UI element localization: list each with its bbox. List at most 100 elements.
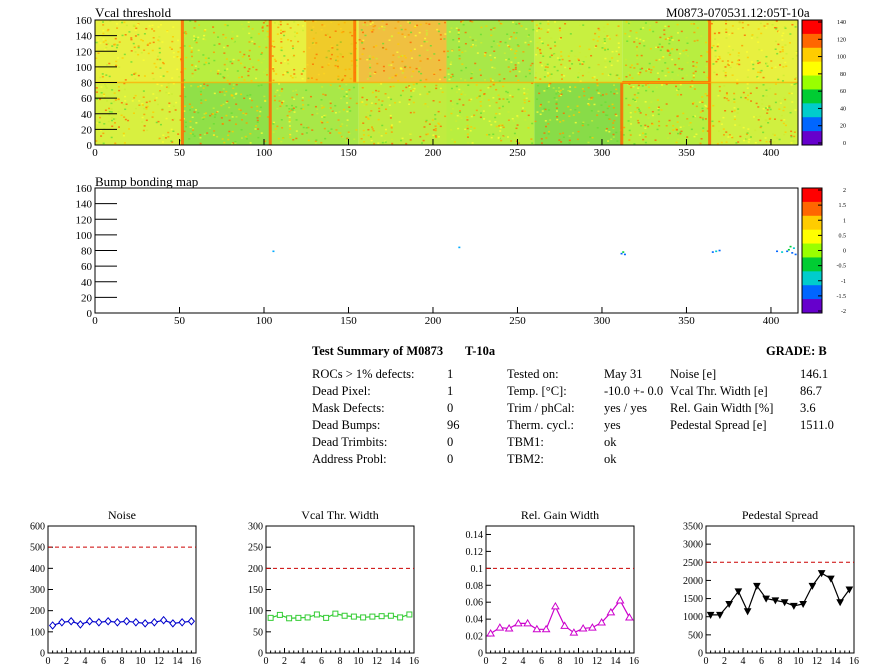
data-point: [323, 614, 330, 621]
x-tick-label: 6: [539, 656, 544, 667]
summary-label: Dead Trimbits:: [312, 435, 388, 449]
palette-label: 80: [840, 72, 846, 78]
palette-label: 20: [840, 124, 846, 130]
x-tick-label: 16: [849, 656, 859, 667]
summary-label: Tested on:: [507, 367, 559, 381]
vcal-threshold-map: 0 50 100 150 200 250 300 350 4000204060801001201…: [76, 15, 847, 159]
data-point: [504, 623, 514, 632]
x-tick-label: 12: [154, 656, 164, 667]
data-point: [332, 610, 339, 617]
data-point: [178, 618, 186, 627]
y-tick-label: 60: [81, 93, 93, 105]
data-point: [560, 621, 569, 629]
data-point: [122, 616, 131, 626]
y-tick-label: 140: [76, 199, 93, 211]
x-tick-label: 8: [120, 656, 125, 667]
y-tick-label: 0.08: [466, 581, 484, 592]
summary-label: Vcal Thr. Width [e]: [670, 384, 768, 398]
data-point: [276, 611, 283, 618]
data-point: [780, 599, 789, 607]
series-line: [490, 599, 630, 635]
chart-frame: [705, 525, 855, 654]
palette-label: 60: [840, 89, 846, 95]
x-tick-label: 0: [704, 656, 709, 667]
x-tick-label: 4: [83, 656, 88, 667]
x-tick-label: 12: [812, 656, 822, 667]
defect-pixel: [458, 246, 461, 249]
x-tick-label: 16: [409, 656, 419, 667]
data-point: [532, 624, 542, 633]
palette-label: 100: [837, 55, 846, 61]
x-tick-label: 0: [92, 147, 98, 159]
data-point: [387, 612, 394, 619]
x-tick-label: 16: [629, 656, 639, 667]
defect-pixel: [711, 251, 714, 253]
summary-value: ok: [604, 452, 617, 466]
data-point: [378, 613, 385, 620]
x-tick-label: 50: [174, 315, 186, 327]
summary-label: Address Probl:: [312, 452, 387, 466]
palette-label: -1: [841, 279, 846, 285]
summary-value: 146.1: [800, 367, 829, 381]
x-tick-label: 250: [509, 315, 526, 327]
data-point: [716, 611, 724, 619]
x-tick-label: 400: [763, 147, 780, 159]
y-tick-label: 20: [81, 124, 93, 136]
x-tick-label: 2: [722, 656, 727, 667]
chart-3: Pedestal Spread 0 2 4 6 8 10 12 14 16 0 500 1000 1500…: [683, 508, 859, 667]
palette-label: 1.5: [839, 203, 847, 209]
x-tick-label: 4: [741, 656, 746, 667]
chart-frame: [265, 525, 415, 654]
x-tick-label: 100: [256, 147, 273, 159]
x-tick-label: 14: [831, 656, 841, 667]
x-tick-label: 350: [678, 315, 695, 327]
palette-label: 0.5: [839, 233, 847, 239]
y-tick-label: 300: [30, 585, 45, 596]
bump-bonding-title: Bump bonding map: [95, 174, 199, 189]
bump-bonding-map: 0 50 100 150 200 250 300 350 4000204060801001201…: [76, 183, 847, 327]
data-point: [541, 624, 551, 633]
data-point: [734, 588, 743, 596]
data-point: [313, 611, 320, 618]
summary-label: Temp. [°C]:: [507, 384, 567, 398]
y-tick-label: 0.14: [466, 530, 484, 541]
defect-pixel: [715, 250, 718, 253]
y-tick-label: 80: [81, 246, 93, 258]
defect-pixel: [786, 250, 789, 253]
chart-frame: [47, 525, 197, 654]
y-tick-label: 600: [30, 522, 45, 533]
defect-pixel: [272, 250, 275, 253]
summary-title: Test Summary of M0873: [312, 344, 444, 358]
data-point: [569, 628, 579, 636]
y-tick-label: 20: [81, 292, 93, 304]
x-tick-label: 400: [763, 315, 780, 327]
defect-pixel: [792, 247, 795, 249]
y-tick-label: 2500: [683, 558, 703, 569]
vcal-map-axes: 0 50 100 150 200 250 300 350 400 0 20 40 60 80 100 120 1…: [76, 15, 780, 159]
x-tick-label: 150: [340, 315, 357, 327]
summary-label: TBM2:: [507, 452, 544, 466]
bump-map-cells: [272, 245, 797, 256]
x-tick-label: 12: [372, 656, 382, 667]
summary-label: Trim / phCal:: [507, 401, 575, 415]
data-point: [350, 613, 357, 620]
y-tick-label: 160: [76, 15, 93, 27]
y-tick-label: 0.02: [466, 632, 484, 643]
chart-title: Noise: [108, 508, 136, 522]
defect-pixel: [620, 252, 623, 255]
summary-label: Pedestal Spread [e]: [670, 418, 767, 432]
summary-label: Noise [e]: [670, 367, 717, 381]
data-point: [85, 616, 94, 626]
x-tick-label: 300: [594, 315, 611, 327]
x-tick-label: 0: [264, 656, 269, 667]
series-line: [52, 619, 192, 627]
bump-map-axes: 0 50 100 150 200 250 300 350 400 0 20 40 60 80 100 120 1…: [76, 183, 780, 327]
y-tick-label: 1000: [683, 612, 703, 623]
y-tick-label: 0: [40, 649, 45, 660]
data-point: [486, 629, 495, 637]
palette-label: 40: [840, 106, 846, 112]
y-tick-label: 140: [76, 31, 93, 43]
x-tick-label: 4: [521, 656, 526, 667]
bump-palette-legend: 2 1.5 1 0.5 0 -0.5 -1 -1.5 -2: [801, 187, 847, 315]
x-tick-label: 16: [191, 656, 201, 667]
